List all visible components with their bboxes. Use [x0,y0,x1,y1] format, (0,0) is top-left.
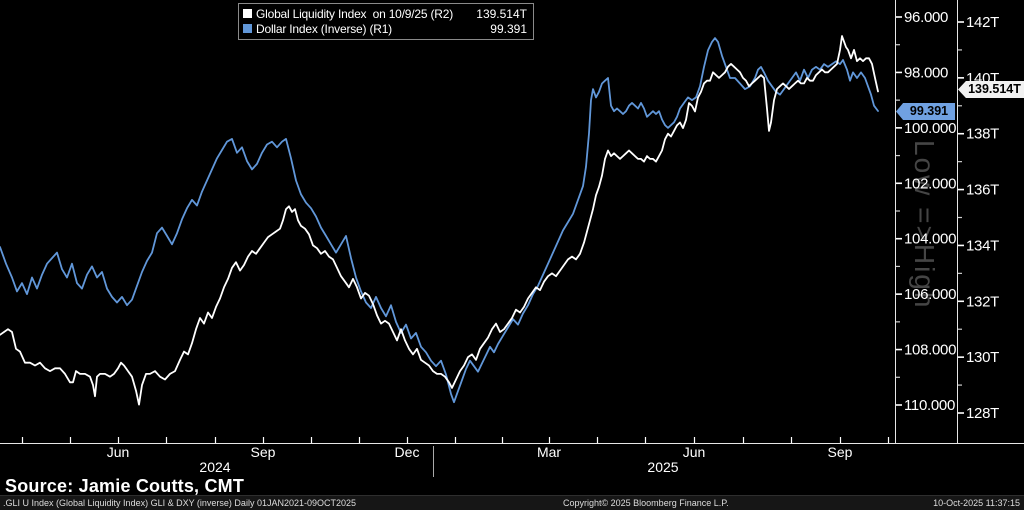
footer-timestamp: 10-Oct-2025 11:37:15 [933,498,1020,508]
r1_axis-tick-label: 104.000 [904,231,956,248]
r2_axis-tick-label: 142T [966,14,999,31]
dxy_inverse-line[interactable] [0,37,879,404]
gli-swatch-icon [243,9,252,18]
month-label: Mar [537,444,561,460]
footer-copyright: Copyright© 2025 Bloomberg Finance L.P. [563,498,729,508]
dxy-swatch-icon [243,24,252,33]
r1_axis-tick-label: 100.000 [904,120,956,137]
year-label: 2024 [199,459,230,475]
r2_axis-tick-label: 132T [966,293,999,310]
legend-row-dxy[interactable]: Dollar Index (Inverse) (R1) 99.391 [243,21,527,36]
r1_axis-tick-label: 96.000 [904,9,948,26]
dxy-last-price-badge: 99.391 [896,103,955,120]
dxy-legend-value: 99.391 [490,21,527,36]
gli-legend-label: Global Liquidity Index on 10/9/25 (R2) [256,6,453,21]
month-label: Jun [107,444,130,460]
chart-legend[interactable]: Global Liquidity Index on 10/9/25 (R2) 1… [238,3,534,40]
r1_axis-tick-label: 108.000 [904,342,956,359]
dxy-legend-label: Dollar Index (Inverse) (R1) [256,21,392,36]
r1_axis-tick-label: 102.000 [904,175,956,192]
terminal-footer-bar: .GLI U Index (Global Liquidity Index) GL… [0,495,1024,510]
r1_axis-tick-label: 106.000 [904,286,956,303]
year-label: 2025 [647,459,678,475]
legend-row-gli[interactable]: Global Liquidity Index on 10/9/25 (R2) 1… [243,6,527,21]
r1_axis-tick-label: 110.000 [904,397,955,414]
month-label: Jun [683,444,706,460]
source-attribution: Source: Jamie Coutts, CMT [5,476,245,496]
month-label: Dec [395,444,420,460]
r2_axis-tick-label: 136T [966,182,999,199]
footer-ticker-description: .GLI U Index (Global Liquidity Index) GL… [3,498,356,508]
r1_axis-tick-label: 98.000 [904,64,948,81]
gli-last-price-badge: 139.514T [958,81,1024,98]
r2_axis-tick-label: 134T [966,237,999,254]
r2_axis-tick-label: 128T [966,405,999,422]
r2_axis-tick-label: 138T [966,126,999,143]
month-label: Sep [828,444,853,460]
gli-line[interactable] [0,35,879,406]
low-high-axis-annotation: Low =>High [909,140,940,310]
gli-legend-value: 139.514T [476,6,527,21]
r2_axis-tick-label: 130T [966,349,999,366]
month-label: Sep [251,444,276,460]
